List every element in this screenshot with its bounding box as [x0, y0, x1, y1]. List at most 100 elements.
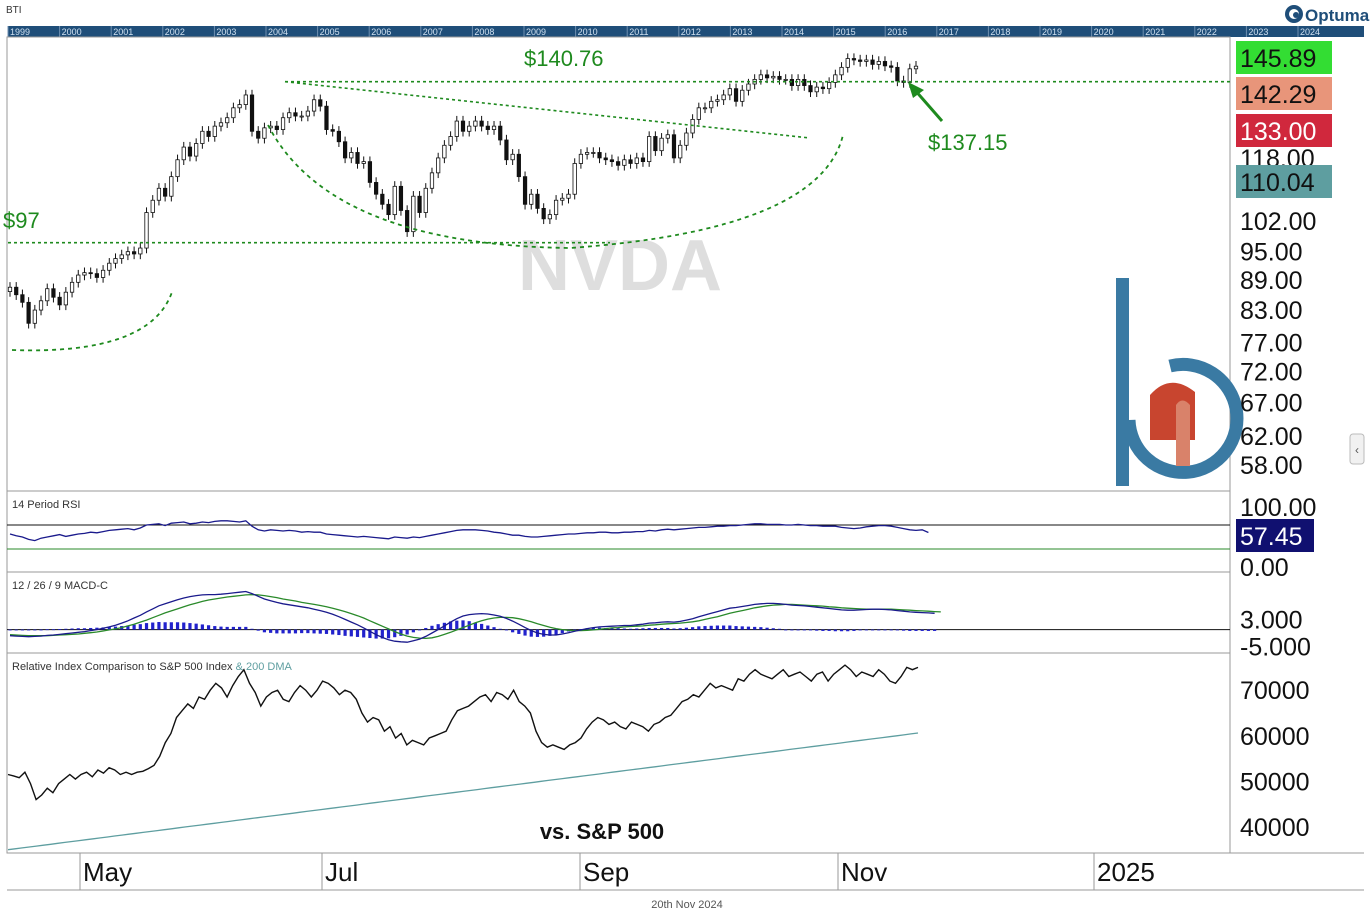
- candle-body: [125, 251, 131, 256]
- candle: [634, 152, 639, 169]
- candle-body: [572, 163, 577, 195]
- timeline-year: 2006: [371, 27, 391, 37]
- timeline-year: 2011: [629, 27, 648, 37]
- candle: [845, 53, 850, 73]
- timeline-years: 1999 2000 2001 2002 2003 2004 2005 2006 2007 2008…: [7, 26, 1320, 37]
- candle-body: [45, 288, 50, 302]
- candle-body: [827, 82, 832, 90]
- ma50-badge-value: 133.00: [1240, 118, 1316, 146]
- macd-histogram-bar: [659, 627, 664, 630]
- candle-body: [529, 193, 534, 205]
- candle: [318, 94, 323, 112]
- macd-histogram-bar: [914, 629, 918, 631]
- candle-body: [820, 86, 826, 90]
- timeline-year: 2016: [887, 27, 907, 37]
- candle-body: [882, 61, 888, 67]
- candle-body: [423, 187, 428, 213]
- candle-body: [454, 120, 459, 137]
- macd-histogram-bar: [920, 629, 924, 631]
- macd-histogram-bar: [144, 623, 149, 630]
- candle: [249, 89, 255, 137]
- candle: [715, 94, 720, 107]
- macd-histogram-bar: [635, 628, 639, 630]
- candle: [274, 120, 279, 135]
- candle-body: [57, 296, 62, 306]
- candle: [119, 249, 124, 264]
- candle-body: [367, 161, 373, 183]
- candle: [460, 115, 466, 137]
- macd-histogram-bar: [628, 628, 633, 630]
- candle: [7, 282, 13, 297]
- macd-histogram-bar: [486, 625, 490, 630]
- candle: [243, 89, 248, 110]
- macd-histogram-bar: [554, 629, 558, 635]
- macd-histogram-bar: [33, 629, 37, 631]
- candle: [88, 267, 93, 279]
- ma21-line: [10, 77, 916, 296]
- macd-histogram-bar: [796, 629, 800, 631]
- macd-histogram-bar: [300, 629, 304, 634]
- candle-body: [491, 125, 497, 130]
- candle: [864, 54, 869, 67]
- macd-histogram-bar: [430, 625, 434, 630]
- chevron-left-icon: ‹: [1355, 443, 1359, 457]
- macd-histogram-bar: [27, 629, 31, 631]
- candle-body: [522, 176, 528, 205]
- candle-body: [361, 161, 366, 164]
- candle: [522, 171, 528, 210]
- macd-histogram-bar: [864, 629, 868, 631]
- candle: [764, 69, 770, 84]
- timeline-year: 2003: [216, 27, 236, 37]
- candle-body: [603, 157, 608, 161]
- macd-tick-label: -5.000: [1240, 634, 1311, 662]
- candle-body: [795, 79, 801, 86]
- side-panel-toggle[interactable]: ‹: [1349, 433, 1365, 465]
- candle-body: [746, 83, 751, 91]
- relative-ma200-line: [7, 732, 919, 851]
- candle-body: [386, 203, 391, 216]
- candle: [138, 242, 143, 260]
- candle-body: [69, 281, 75, 293]
- macd-histogram-bar: [480, 623, 484, 630]
- candle-body: [777, 75, 782, 80]
- candle: [913, 61, 919, 75]
- candle: [305, 105, 310, 122]
- timeline-bar[interactable]: [8, 26, 1364, 37]
- candle: [405, 205, 410, 237]
- candle-body: [510, 153, 515, 161]
- macd-histogram-bar: [293, 629, 298, 634]
- label-support: $97: [3, 208, 40, 233]
- label-neckline: $140.76: [524, 46, 604, 71]
- macd-histogram-bar: [324, 629, 329, 634]
- candle: [256, 126, 261, 144]
- candle: [20, 289, 25, 308]
- candle-body: [237, 104, 242, 109]
- timeline-year: 2005: [320, 27, 340, 37]
- macd-histogram-bar: [45, 629, 49, 631]
- candle-body: [907, 68, 912, 83]
- macd-histogram-bar: [368, 629, 372, 639]
- macd-histogram-bar: [473, 622, 478, 630]
- macd-histogram-bar: [76, 628, 80, 630]
- macd-signal-line: [9, 593, 941, 640]
- candle-body: [76, 274, 81, 283]
- macd-histogram-bar: [95, 627, 99, 630]
- candle-body: [187, 146, 193, 157]
- candle: [709, 96, 714, 114]
- candle-body: [380, 193, 385, 205]
- candle-body: [566, 193, 571, 199]
- relative-title: Relative Index Comparison to S&P 500 Ind…: [12, 661, 293, 673]
- candle-body: [721, 94, 726, 101]
- candle-body: [26, 301, 31, 324]
- candle-body: [212, 125, 217, 137]
- rsi-title: 14 Period RSI: [12, 499, 80, 511]
- x-tick-label: Sep: [583, 857, 629, 887]
- timeline-year: 2021: [1145, 27, 1165, 37]
- macd-histogram-bar: [355, 629, 360, 637]
- macd-histogram-bar: [703, 626, 707, 630]
- candle-body: [659, 137, 664, 152]
- candle: [783, 74, 788, 85]
- macd-histogram-bar: [312, 629, 316, 634]
- candle: [851, 53, 857, 66]
- candle: [398, 181, 404, 216]
